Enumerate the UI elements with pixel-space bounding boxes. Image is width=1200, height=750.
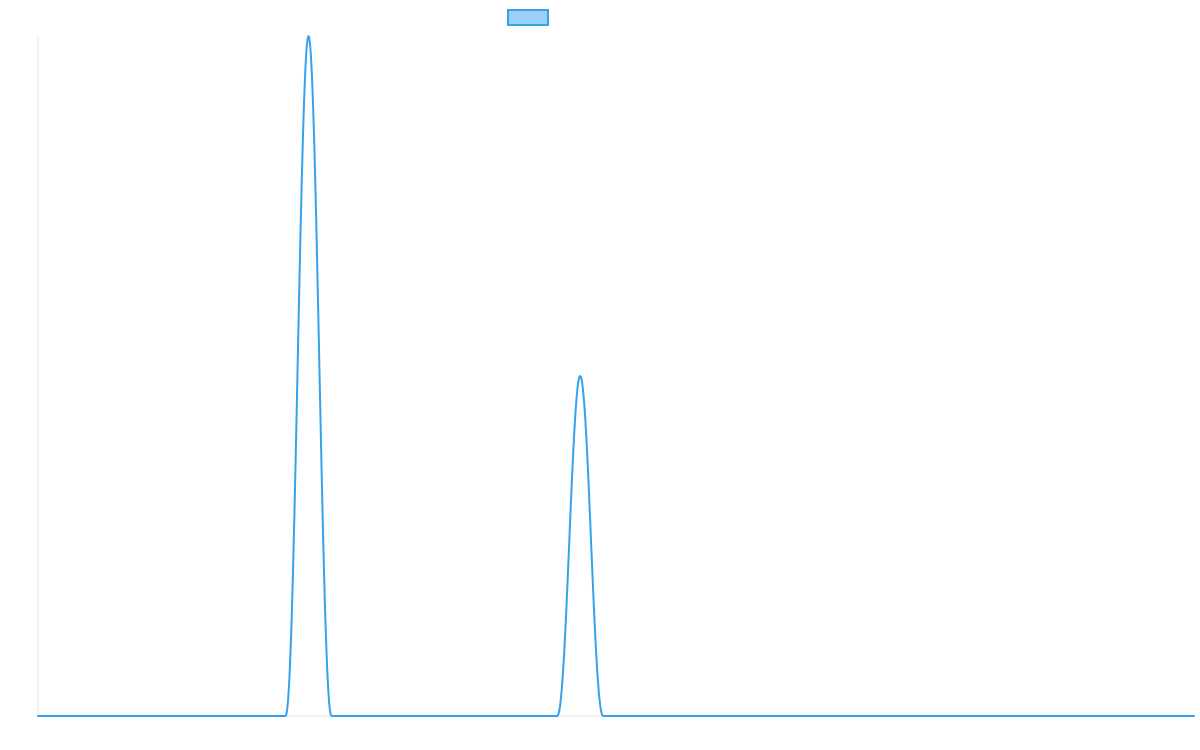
series-layer	[37, 35, 1195, 717]
legend-swatch[interactable]	[507, 9, 549, 26]
legend[interactable]	[507, 9, 549, 26]
series-line	[37, 35, 1195, 717]
